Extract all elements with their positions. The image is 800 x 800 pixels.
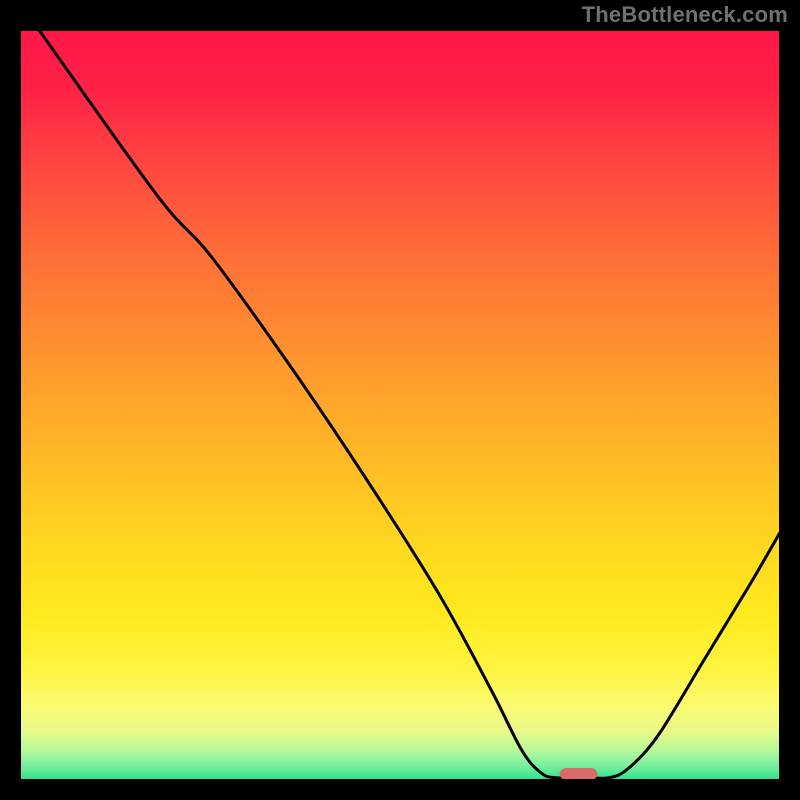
gradient-background — [20, 30, 780, 780]
chart-container: { "watermark": { "text": "TheBottleneck.… — [0, 0, 800, 800]
watermark-text: TheBottleneck.com — [582, 2, 788, 28]
optimal-marker — [560, 768, 598, 780]
bottleneck-chart — [0, 0, 800, 800]
